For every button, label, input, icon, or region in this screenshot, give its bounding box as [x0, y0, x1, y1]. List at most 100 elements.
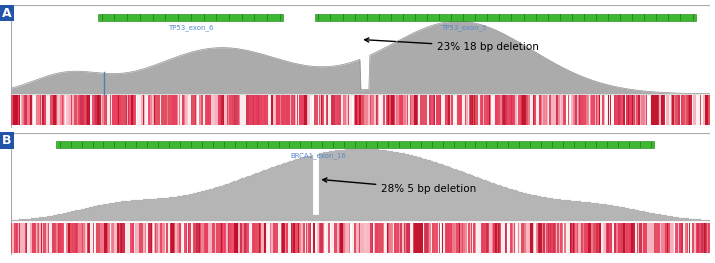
Bar [105, 204, 107, 221]
Bar [25, 219, 27, 221]
Bar [304, 95, 308, 125]
Bar [605, 95, 608, 125]
Bar [300, 95, 304, 125]
Bar [435, 162, 438, 221]
Bar [525, 193, 528, 221]
Bar [517, 223, 520, 253]
Bar [350, 223, 352, 253]
Bar [704, 95, 706, 125]
Bar [621, 95, 625, 125]
Bar [369, 223, 371, 253]
Bar [109, 203, 112, 221]
Bar [57, 223, 59, 253]
Bar [225, 95, 227, 125]
Bar [237, 95, 240, 125]
Bar [129, 201, 132, 221]
Bar [315, 223, 318, 253]
Bar [588, 223, 590, 253]
Bar [666, 95, 669, 125]
Bar [392, 95, 393, 125]
Bar [360, 223, 362, 253]
Bar [385, 150, 388, 221]
Bar [541, 223, 543, 253]
Bar [237, 180, 240, 221]
Bar [571, 201, 573, 221]
Bar [667, 216, 669, 221]
Bar [245, 223, 247, 253]
Bar [651, 223, 654, 253]
Bar [491, 95, 495, 125]
Bar [377, 149, 380, 221]
Bar [374, 95, 376, 125]
Bar [395, 223, 397, 253]
Bar [92, 95, 94, 125]
Bar [404, 95, 408, 125]
Bar [455, 169, 458, 221]
Bar [270, 223, 271, 253]
Bar [511, 95, 513, 125]
Bar [187, 95, 191, 125]
Bar [630, 223, 634, 253]
Bar [139, 95, 142, 125]
Bar [490, 223, 493, 253]
Bar [23, 223, 26, 253]
Bar [511, 189, 513, 221]
Bar [29, 219, 31, 221]
Bar [663, 223, 664, 253]
Bar [581, 202, 583, 221]
Bar [671, 95, 674, 125]
Bar [292, 223, 293, 253]
Bar [204, 223, 206, 253]
Bar [493, 95, 498, 125]
Bar [551, 198, 553, 221]
Bar [257, 173, 260, 221]
Bar [315, 215, 317, 221]
Bar [378, 95, 380, 125]
Bar [466, 95, 468, 125]
Bar [541, 95, 542, 125]
Bar [390, 223, 393, 253]
Bar [629, 209, 631, 221]
Bar [150, 95, 154, 125]
Bar [651, 95, 655, 125]
Bar [262, 223, 265, 253]
Bar [388, 95, 389, 125]
Bar [493, 223, 497, 253]
Bar [613, 223, 614, 253]
Bar [533, 223, 535, 253]
Bar [250, 223, 252, 253]
Bar [649, 213, 651, 221]
Bar [59, 95, 62, 125]
FancyBboxPatch shape [11, 5, 710, 128]
Bar [585, 202, 588, 221]
Bar [337, 223, 340, 253]
Bar [463, 223, 467, 253]
Bar [553, 223, 556, 253]
Bar [77, 95, 79, 125]
Bar [131, 223, 134, 253]
Bar [420, 223, 424, 253]
Bar [555, 199, 558, 221]
Bar [425, 95, 428, 125]
Bar [266, 223, 268, 253]
Bar [148, 95, 152, 125]
Bar [227, 95, 229, 125]
Bar [373, 149, 375, 221]
Bar [84, 223, 87, 253]
Bar [547, 95, 548, 125]
Bar [606, 223, 607, 253]
Bar [16, 95, 19, 125]
Bar [367, 223, 369, 253]
Bar [29, 223, 32, 253]
Bar [311, 95, 312, 125]
Bar [297, 223, 300, 253]
Bar [505, 187, 508, 221]
Bar [588, 223, 592, 253]
Bar [163, 223, 165, 253]
Bar [271, 223, 272, 253]
Bar [708, 223, 709, 253]
Bar [130, 95, 133, 125]
Bar [125, 223, 129, 253]
Bar [603, 223, 606, 253]
Bar [259, 172, 261, 221]
